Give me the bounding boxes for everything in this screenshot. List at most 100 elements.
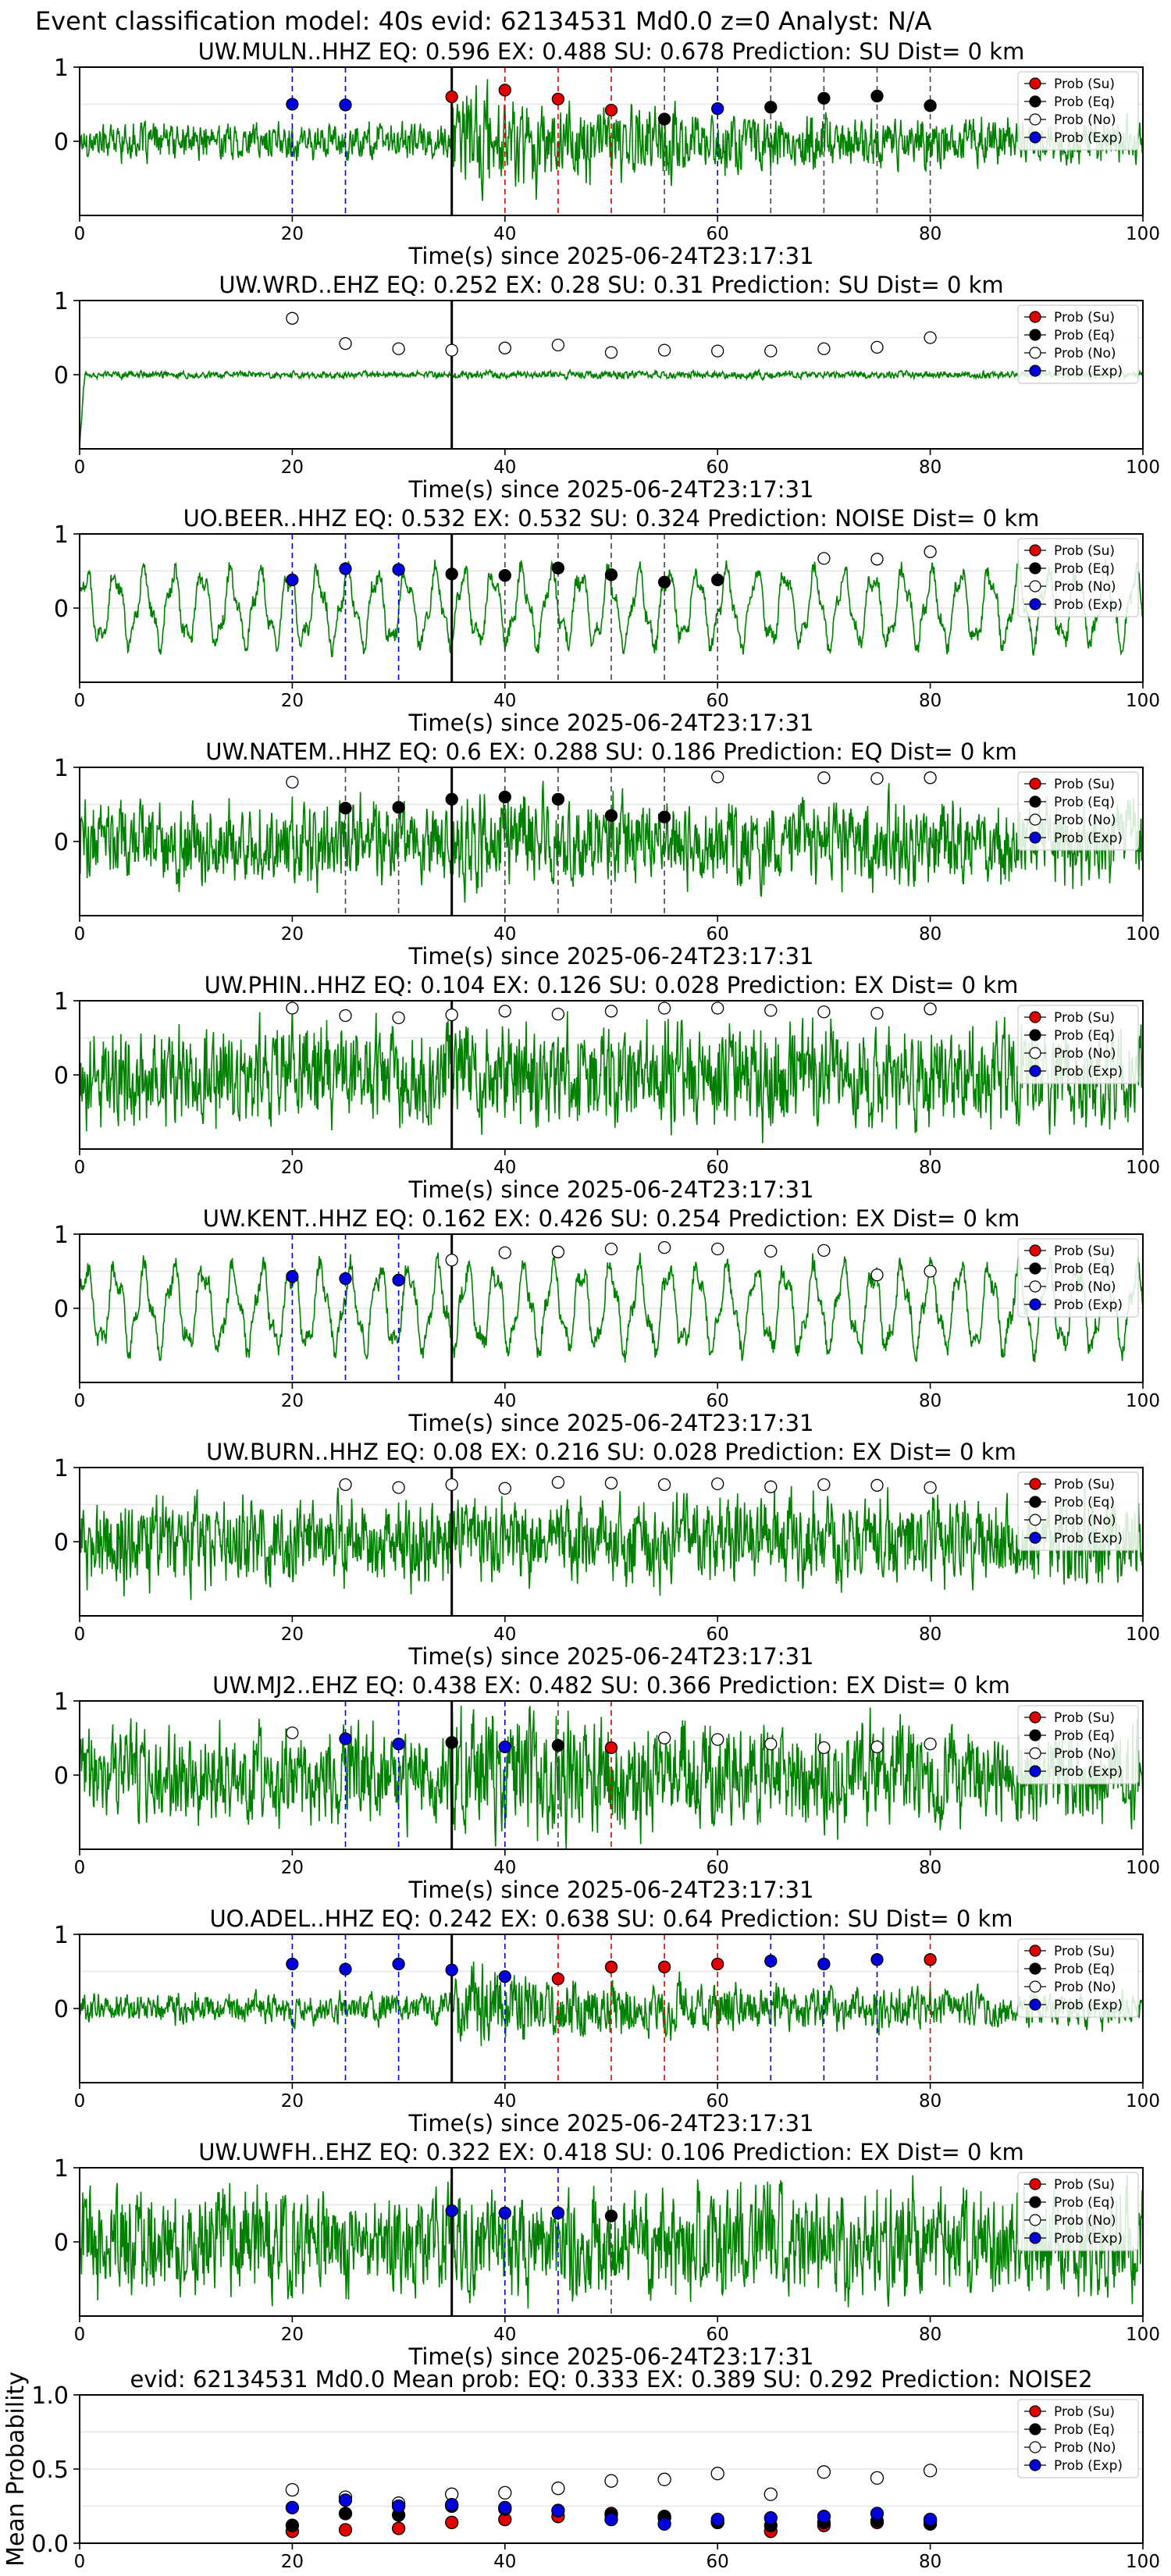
x-tick-label: 80 [919,1158,941,1178]
prob-point-exp [339,562,352,575]
legend-label: Prob (Su) [1054,543,1115,559]
prob-point-su [551,92,565,105]
prob-point-su [657,1960,671,1973]
y-tick-label: 0 [54,129,69,156]
legend-marker-eq [1029,2196,1041,2208]
x-tick-label: 40 [493,2091,516,2112]
prob-point-exp [339,1732,352,1745]
x-tick-label: 80 [919,2091,941,2112]
prob-point-eq [445,568,458,581]
legend-label: Prob (Su) [1054,1944,1115,1959]
panel-title: UW.UWFH..EHZ EQ: 0.322 EX: 0.418 SU: 0.1… [198,2139,1024,2165]
plot-area [80,301,1143,449]
legend: Prob (Su) Prob (Eq) Prob (No) Prob (Exp) [1017,538,1139,617]
prob-point-exp [286,573,299,587]
mean-point-exp [604,2512,618,2527]
legend: Prob (Su) Prob (Eq) Prob (No) Prob (Exp) [1017,1005,1139,1084]
legend-box [1017,71,1139,151]
prob-point-no [551,1245,565,1258]
prob-point-no [339,1009,352,1023]
waveform-trace [80,368,1143,447]
prob-point-no [870,553,884,566]
x-tick-label: 40 [493,1858,516,1878]
prob-point-no [551,1007,565,1021]
prob-point-su [551,1972,565,1986]
x-tick-label: 60 [707,1858,729,1878]
legend-label: Prob (Eq) [1054,561,1115,577]
legend-label: Prob (Su) [1054,777,1115,792]
legend-label: Prob (Eq) [1054,1962,1115,1977]
panel-5: UW.KENT..HHZ EQ: 0.162 EX: 0.426 SU: 0.2… [54,1205,1160,1436]
x-tick-label: 80 [919,1391,941,1411]
x-tick-label: 80 [919,924,941,945]
y-tick-label: 1.0 [31,2382,69,2410]
x-tick-label: 0 [74,2325,86,2345]
legend-label: Prob (Su) [1054,1010,1115,1026]
prob-point-no [604,1476,618,1490]
prob-point-eq [498,569,511,582]
x-tick-label: 40 [493,1158,516,1178]
prob-point-exp [286,1957,299,1971]
y-tick-label: 0.5 [31,2457,69,2484]
panel-8: UO.ADEL..HHZ EQ: 0.242 EX: 0.638 SU: 0.6… [54,1905,1160,2137]
legend-marker-no [1029,1747,1041,1759]
prob-point-exp [551,2206,565,2220]
legend-marker-eq [1029,1496,1041,1508]
prob-point-no [870,1478,884,1492]
x-tick-label: 100 [1126,457,1160,478]
panel-title: UW.NATEM..HHZ EQ: 0.6 EX: 0.288 SU: 0.18… [205,738,1017,765]
mean-point-exp [657,2517,671,2531]
legend-marker-exp [1029,1998,1041,2011]
legend-marker-no [1029,113,1041,126]
mean-point-su [391,2521,406,2535]
panel-10: evid: 62134531 Md0.0 Mean prob: EQ: 0.33… [2,2366,1160,2572]
prob-point-no [657,1478,671,1491]
legend-label: Prob (Eq) [1054,94,1115,110]
prob-point-eq [870,89,884,103]
legend-label: Prob (No) [1054,1746,1116,1762]
legend-marker-no [1029,1047,1041,1059]
legend: Prob (Su) Prob (Eq) Prob (No) Prob (Exp) [1017,1238,1139,1318]
x-tick-label: 0 [74,457,86,478]
prob-point-no [711,770,724,784]
legend-marker-eq [1029,329,1041,341]
legend-label: Prob (Su) [1054,76,1115,92]
prob-point-no [870,1007,884,1020]
prob-point-eq [445,792,458,806]
panel-title: UO.BEER..HHZ EQ: 0.532 EX: 0.532 SU: 0.3… [183,505,1040,532]
mean-point-no [285,2482,300,2497]
prob-point-no [498,1246,511,1259]
legend-marker-eq [1029,562,1041,575]
y-tick-label: 0.0 [31,2531,69,2558]
x-tick-label: 20 [281,2091,304,2112]
x-tick-label: 20 [281,457,304,478]
x-tick-label: 40 [493,2325,516,2345]
prob-point-eq [551,792,565,806]
x-tick-label: 20 [281,1391,304,1411]
x-tick-label: 60 [707,2325,729,2345]
legend-label: Prob (No) [1054,346,1116,361]
prob-point-no [711,1002,724,1015]
legend-marker-no [1029,347,1041,359]
prob-point-su [445,90,458,104]
mean-point-exp [710,2512,724,2527]
legend-label: Prob (Su) [1054,1710,1115,1726]
prob-point-no [339,336,352,350]
mean-point-no [498,2485,512,2500]
x-tick-label: 40 [493,1624,516,1645]
prob-point-eq [604,568,618,582]
legend-box [1017,771,1139,851]
x-tick-label: 60 [707,924,729,945]
panel-2: UO.BEER..HHZ EQ: 0.532 EX: 0.532 SU: 0.3… [54,505,1160,736]
panel-title: UW.BURN..HHZ EQ: 0.08 EX: 0.216 SU: 0.02… [206,1439,1016,1465]
panel-title: UO.ADEL..HHZ EQ: 0.242 EX: 0.638 SU: 0.6… [209,1905,1013,1932]
prob-point-eq [445,1736,458,1749]
legend-marker-no [1029,813,1041,826]
prob-point-no [445,1254,458,1267]
mean-point-eq [338,2507,353,2521]
x-tick-label: 100 [1126,2091,1160,2112]
panel-title: UW.KENT..HHZ EQ: 0.162 EX: 0.426 SU: 0.2… [203,1205,1020,1232]
legend-label: Prob (Exp) [1054,364,1123,379]
x-tick-label: 0 [74,691,86,711]
legend-label: Prob (Su) [1054,310,1115,326]
